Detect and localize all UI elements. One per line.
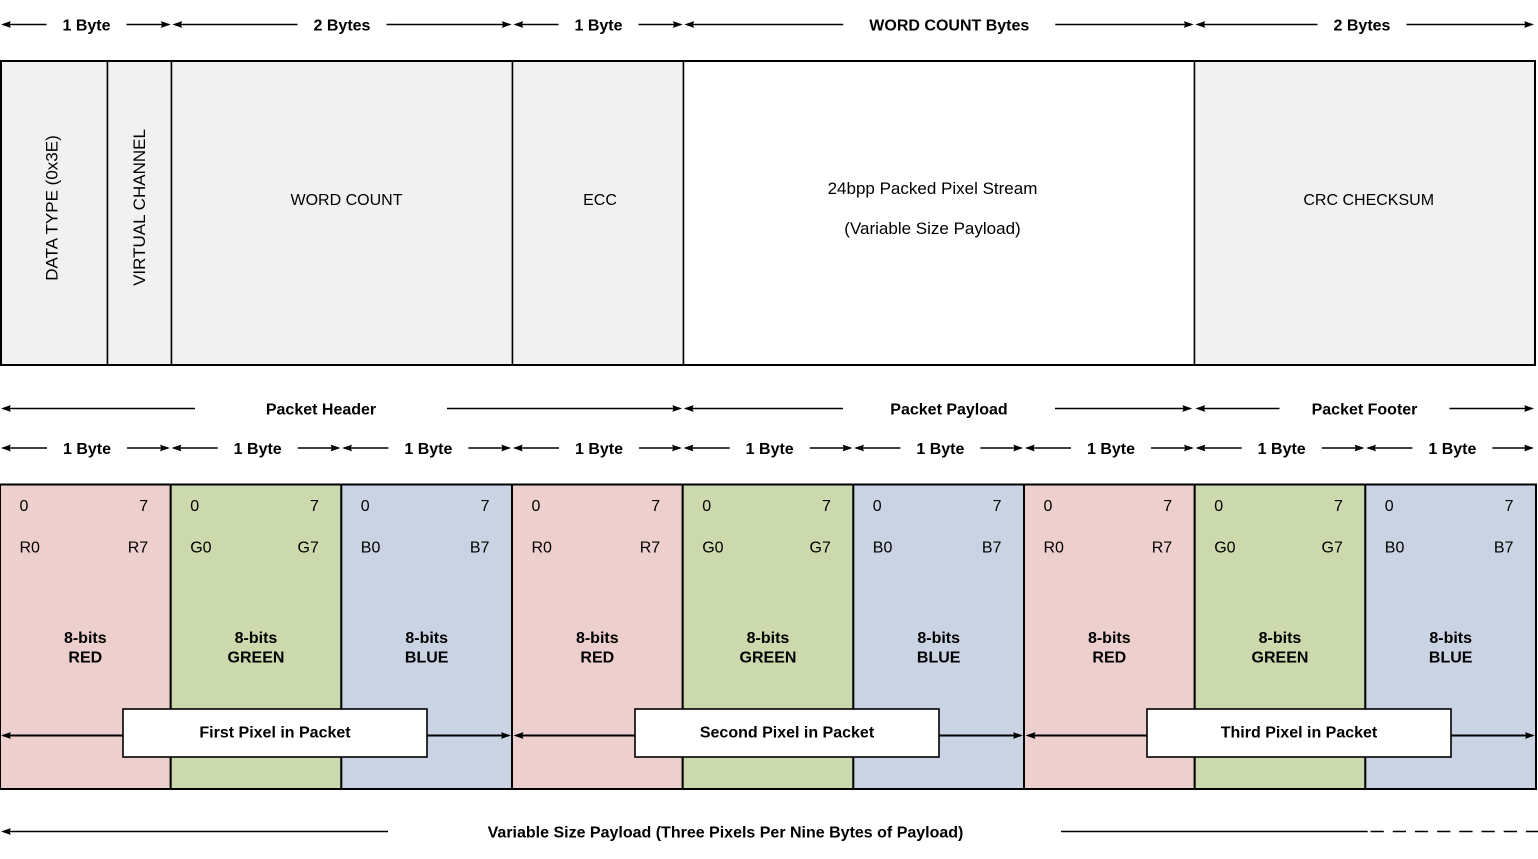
svg-text:7: 7 xyxy=(1505,498,1514,515)
svg-text:7: 7 xyxy=(822,498,831,515)
svg-text:0: 0 xyxy=(20,498,29,515)
svg-text:8-bits: 8-bits xyxy=(576,630,619,647)
svg-text:GREEN: GREEN xyxy=(740,650,797,667)
svg-text:B0: B0 xyxy=(361,540,381,557)
svg-text:WORD COUNT: WORD COUNT xyxy=(291,192,403,209)
svg-text:R0: R0 xyxy=(532,540,553,557)
svg-text:8-bits: 8-bits xyxy=(1429,630,1472,647)
svg-text:0: 0 xyxy=(1385,498,1394,515)
svg-text:RED: RED xyxy=(580,650,614,667)
svg-text:8-bits: 8-bits xyxy=(747,630,790,647)
svg-text:1 Byte: 1 Byte xyxy=(404,441,452,458)
svg-text:R0: R0 xyxy=(1044,540,1065,557)
svg-text:BLUE: BLUE xyxy=(1429,650,1473,667)
svg-text:BLUE: BLUE xyxy=(917,650,961,667)
svg-text:Packet Payload: Packet Payload xyxy=(890,401,1007,418)
svg-text:B7: B7 xyxy=(1494,540,1514,557)
svg-text:7: 7 xyxy=(1334,498,1343,515)
svg-text:B7: B7 xyxy=(982,540,1002,557)
svg-text:1 Byte: 1 Byte xyxy=(746,441,794,458)
svg-text:G7: G7 xyxy=(298,540,319,557)
svg-text:GREEN: GREEN xyxy=(228,650,285,667)
svg-text:7: 7 xyxy=(310,498,319,515)
svg-text:B7: B7 xyxy=(470,540,490,557)
svg-text:7: 7 xyxy=(651,498,660,515)
svg-text:2 Bytes: 2 Bytes xyxy=(314,17,371,34)
svg-text:CRC CHECKSUM: CRC CHECKSUM xyxy=(1303,192,1434,209)
svg-text:0: 0 xyxy=(190,498,199,515)
svg-text:1 Byte: 1 Byte xyxy=(916,441,964,458)
svg-text:G0: G0 xyxy=(702,540,723,557)
svg-text:Packet Header: Packet Header xyxy=(266,401,376,418)
svg-text:R0: R0 xyxy=(20,540,41,557)
svg-text:Variable Size Payload (Three P: Variable Size Payload (Three Pixels Per … xyxy=(488,824,964,841)
svg-text:7: 7 xyxy=(139,498,148,515)
svg-text:R7: R7 xyxy=(640,540,661,557)
svg-text:1 Byte: 1 Byte xyxy=(575,441,623,458)
svg-text:8-bits: 8-bits xyxy=(64,630,107,647)
svg-text:8-bits: 8-bits xyxy=(1088,630,1131,647)
svg-text:WORD COUNT Bytes: WORD COUNT Bytes xyxy=(869,17,1029,34)
svg-text:RED: RED xyxy=(1092,650,1126,667)
svg-text:G0: G0 xyxy=(1214,540,1235,557)
svg-text:0: 0 xyxy=(1214,498,1223,515)
svg-text:1 Byte: 1 Byte xyxy=(234,441,282,458)
svg-text:1 Byte: 1 Byte xyxy=(1258,441,1306,458)
svg-text:Third Pixel in Packet: Third Pixel in Packet xyxy=(1221,725,1378,742)
svg-text:1 Byte: 1 Byte xyxy=(574,17,622,34)
svg-text:B0: B0 xyxy=(873,540,893,557)
svg-text:7: 7 xyxy=(1163,498,1172,515)
svg-text:8-bits: 8-bits xyxy=(235,630,278,647)
svg-text:R7: R7 xyxy=(1152,540,1173,557)
svg-text:0: 0 xyxy=(702,498,711,515)
svg-text:7: 7 xyxy=(993,498,1002,515)
svg-text:1 Byte: 1 Byte xyxy=(62,17,110,34)
svg-text:0: 0 xyxy=(873,498,882,515)
svg-text:8-bits: 8-bits xyxy=(1259,630,1302,647)
svg-text:1 Byte: 1 Byte xyxy=(1087,441,1135,458)
svg-text:First Pixel in Packet: First Pixel in Packet xyxy=(199,725,351,742)
svg-text:G7: G7 xyxy=(1322,540,1343,557)
svg-text:DATA TYPE (0x3E): DATA TYPE (0x3E) xyxy=(42,135,61,281)
svg-text:(Variable Size Payload): (Variable Size Payload) xyxy=(844,219,1020,238)
svg-text:R7: R7 xyxy=(128,540,149,557)
svg-text:24bpp Packed Pixel Stream: 24bpp Packed Pixel Stream xyxy=(828,179,1038,198)
svg-text:GREEN: GREEN xyxy=(1252,650,1309,667)
svg-text:0: 0 xyxy=(1044,498,1053,515)
svg-text:BLUE: BLUE xyxy=(405,650,449,667)
svg-text:2 Bytes: 2 Bytes xyxy=(1334,17,1391,34)
svg-text:8-bits: 8-bits xyxy=(917,630,960,647)
svg-text:8-bits: 8-bits xyxy=(405,630,448,647)
svg-text:G7: G7 xyxy=(810,540,831,557)
svg-text:G0: G0 xyxy=(190,540,211,557)
svg-text:RED: RED xyxy=(68,650,102,667)
svg-text:7: 7 xyxy=(481,498,490,515)
svg-text:0: 0 xyxy=(532,498,541,515)
svg-text:Second Pixel in Packet: Second Pixel in Packet xyxy=(700,725,875,742)
svg-text:0: 0 xyxy=(361,498,370,515)
svg-text:1 Byte: 1 Byte xyxy=(1428,441,1476,458)
svg-text:Packet Footer: Packet Footer xyxy=(1312,401,1418,418)
svg-text:VIRTUAL CHANNEL: VIRTUAL CHANNEL xyxy=(130,129,149,286)
svg-text:B0: B0 xyxy=(1385,540,1405,557)
svg-text:ECC: ECC xyxy=(583,192,617,209)
svg-text:1 Byte: 1 Byte xyxy=(63,441,111,458)
